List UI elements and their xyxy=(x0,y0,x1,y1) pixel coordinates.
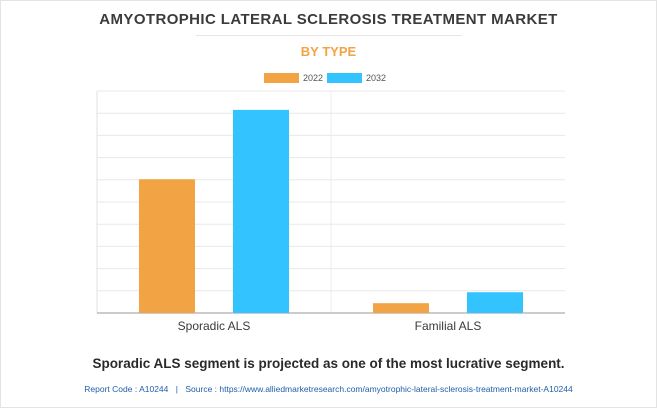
legend-label-2032: 2032 xyxy=(366,73,387,83)
report-code: Report Code : A10244 xyxy=(84,384,169,394)
footer: Report Code : A10244 | Source : https://… xyxy=(0,384,657,394)
legend-label-2022: 2022 xyxy=(303,73,324,83)
x-tick-label: Sporadic ALS xyxy=(178,319,251,333)
bar-2032-familial-als xyxy=(467,292,523,313)
footer-separator: | xyxy=(175,384,178,394)
x-tick-label: Familial ALS xyxy=(415,319,482,333)
legend: 2022 2032 xyxy=(0,71,657,85)
legend-item-2032[interactable]: 2032 xyxy=(327,71,386,85)
chart-title: AMYOTROPHIC LATERAL SCLEROSIS TREATMENT … xyxy=(99,11,558,28)
bar-2022-familial-als xyxy=(373,303,429,313)
legend-swatch-2032 xyxy=(327,73,362,83)
legend-item-2022[interactable]: 2022 xyxy=(264,71,323,85)
title-divider xyxy=(196,35,462,36)
chart-caption: Sporadic ALS segment is projected as one… xyxy=(92,356,565,371)
legend-swatch-2022 xyxy=(264,73,299,83)
source-link[interactable]: Source : https://www.alliedmarketresearc… xyxy=(185,384,573,394)
chart-subtitle: BY TYPE xyxy=(300,44,357,59)
bar-2032-sporadic-als xyxy=(233,109,289,313)
bar-2022-sporadic-als xyxy=(139,179,195,313)
